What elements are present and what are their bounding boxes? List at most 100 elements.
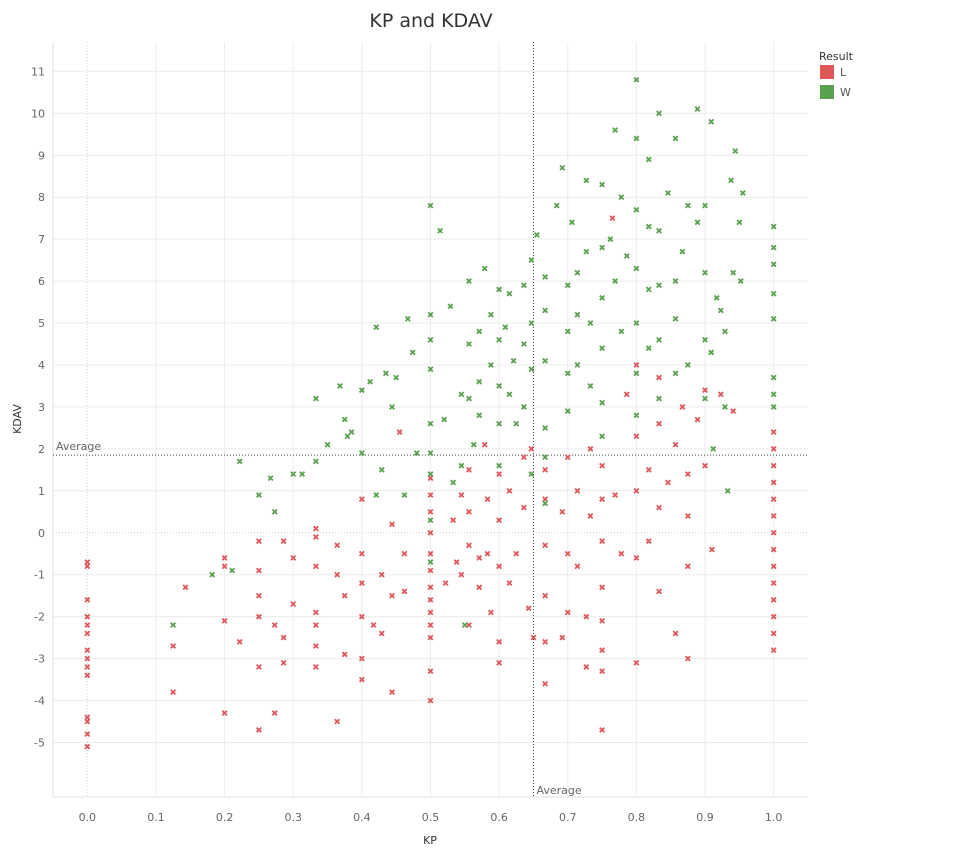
point-w[interactable] (170, 622, 177, 628)
point-l[interactable] (770, 546, 777, 553)
point-l[interactable] (770, 647, 777, 654)
point-w[interactable] (502, 324, 509, 331)
point-l[interactable] (170, 643, 177, 649)
point-w[interactable] (271, 508, 278, 515)
point-l[interactable] (484, 496, 491, 503)
point-l[interactable] (506, 580, 513, 587)
point-l[interactable] (599, 647, 606, 654)
point-w[interactable] (645, 345, 652, 352)
point-l[interactable] (312, 643, 319, 649)
point-l[interactable] (583, 664, 590, 670)
point-l[interactable] (609, 215, 616, 222)
point-l[interactable] (334, 718, 341, 725)
point-l[interactable] (255, 613, 262, 620)
point-l[interactable] (84, 622, 91, 628)
point-w[interactable] (672, 135, 679, 142)
point-l[interactable] (255, 726, 262, 733)
point-l[interactable] (542, 638, 549, 645)
point-l[interactable] (396, 429, 403, 436)
point-l[interactable] (334, 542, 341, 549)
point-l[interactable] (401, 588, 408, 595)
point-w[interactable] (633, 76, 640, 83)
point-w[interactable] (427, 366, 434, 373)
point-l[interactable] (312, 664, 319, 670)
point-l[interactable] (645, 538, 652, 545)
point-w[interactable] (564, 370, 571, 377)
point-w[interactable] (427, 517, 434, 524)
point-w[interactable] (737, 278, 744, 285)
point-l[interactable] (334, 571, 341, 578)
point-w[interactable] (458, 391, 465, 398)
point-w[interactable] (401, 492, 408, 498)
point-l[interactable] (656, 420, 662, 427)
point-w[interactable] (645, 156, 652, 163)
point-l[interactable] (633, 362, 640, 368)
point-w[interactable] (290, 471, 297, 477)
point-l[interactable] (358, 655, 365, 662)
point-l[interactable] (542, 680, 549, 687)
point-l[interactable] (717, 391, 724, 398)
point-w[interactable] (717, 307, 724, 314)
point-l[interactable] (583, 613, 590, 620)
point-w[interactable] (409, 349, 416, 356)
point-w[interactable] (465, 395, 472, 402)
point-l[interactable] (665, 479, 671, 486)
point-w[interactable] (427, 471, 434, 477)
point-l[interactable] (656, 588, 662, 595)
point-w[interactable] (574, 362, 581, 368)
point-w[interactable] (496, 336, 503, 343)
point-w[interactable] (427, 420, 434, 427)
point-l[interactable] (84, 672, 91, 679)
point-w[interactable] (393, 374, 400, 381)
point-l[interactable] (280, 538, 287, 545)
point-l[interactable] (612, 492, 619, 498)
point-l[interactable] (389, 592, 396, 599)
point-w[interactable] (633, 370, 640, 377)
point-w[interactable] (427, 450, 434, 456)
point-l[interactable] (221, 617, 228, 624)
point-l[interactable] (427, 622, 434, 628)
point-l[interactable] (221, 554, 228, 561)
point-w[interactable] (299, 471, 306, 477)
point-w[interactable] (587, 383, 594, 389)
point-l[interactable] (84, 655, 91, 662)
point-l[interactable] (645, 466, 652, 473)
point-w[interactable] (458, 462, 465, 469)
point-w[interactable] (465, 278, 472, 285)
point-l[interactable] (476, 584, 483, 591)
point-l[interactable] (427, 697, 434, 704)
point-w[interactable] (656, 282, 662, 289)
point-w[interactable] (722, 328, 728, 335)
point-l[interactable] (702, 462, 708, 469)
point-l[interactable] (312, 609, 319, 616)
point-w[interactable] (770, 290, 777, 297)
point-l[interactable] (564, 609, 571, 616)
point-l[interactable] (358, 580, 365, 587)
point-w[interactable] (404, 315, 411, 322)
point-l[interactable] (684, 563, 691, 570)
point-w[interactable] (373, 324, 380, 331)
point-w[interactable] (633, 265, 640, 272)
point-l[interactable] (633, 433, 640, 440)
point-w[interactable] (341, 416, 348, 423)
point-w[interactable] (684, 202, 691, 209)
point-l[interactable] (401, 550, 408, 557)
point-l[interactable] (378, 630, 385, 637)
point-w[interactable] (722, 403, 728, 410)
point-w[interactable] (533, 232, 540, 238)
point-w[interactable] (599, 294, 606, 301)
point-w[interactable] (378, 466, 385, 473)
point-w[interactable] (553, 202, 560, 209)
point-w[interactable] (542, 307, 549, 314)
point-l[interactable] (84, 718, 91, 725)
point-w[interactable] (476, 412, 483, 419)
point-l[interactable] (358, 676, 365, 683)
point-l[interactable] (496, 471, 503, 477)
point-w[interactable] (645, 223, 652, 230)
point-w[interactable] (528, 320, 535, 326)
point-w[interactable] (607, 236, 614, 243)
point-l[interactable] (618, 550, 625, 557)
point-w[interactable] (382, 370, 389, 377)
point-w[interactable] (437, 227, 444, 234)
point-w[interactable] (236, 458, 243, 465)
